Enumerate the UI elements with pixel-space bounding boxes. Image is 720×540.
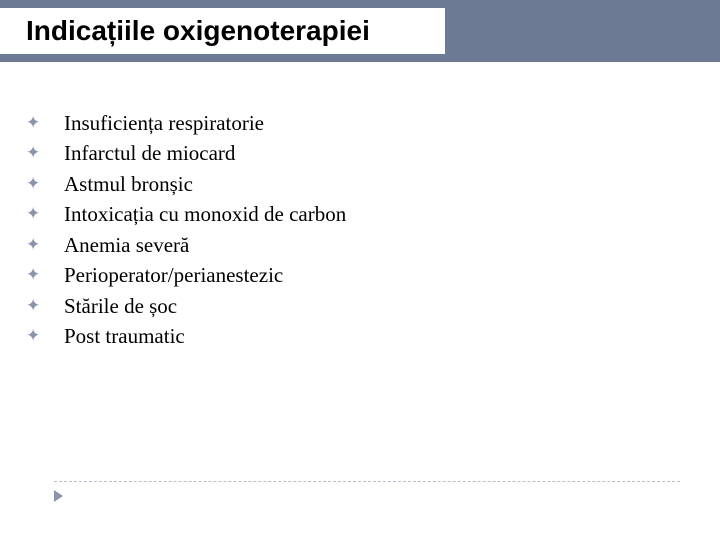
bullet-icon: ✦ [26,263,40,288]
list-item: ✦ Stările de șoc [26,291,720,321]
list-item: ✦ Anemia severă [26,230,720,260]
list-item-text: Infarctul de miocard [64,138,235,168]
list-item: ✦ Perioperator/perianestezic [26,260,720,290]
list-item-text: Astmul bronșic [64,169,193,199]
bullet-icon: ✦ [26,324,40,349]
list-item: ✦ Insuficiența respiratorie [26,108,720,138]
bullet-list: ✦ Insuficiența respiratorie ✦ Infarctul … [26,108,720,352]
list-item: ✦ Infarctul de miocard [26,138,720,168]
slide: Indicațiile oxigenoterapiei ✦ Insuficien… [0,0,720,540]
title-block: Indicațiile oxigenoterapiei [0,8,445,54]
list-item-text: Perioperator/perianestezic [64,260,283,290]
bullet-icon: ✦ [26,172,40,197]
slide-title: Indicațiile oxigenoterapiei [26,15,370,47]
list-item: ✦ Intoxicația cu monoxid de carbon [26,199,720,229]
bullet-icon: ✦ [26,111,40,136]
bullet-icon: ✦ [26,141,40,166]
list-item: ✦ Astmul bronșic [26,169,720,199]
list-item-text: Insuficiența respiratorie [64,108,264,138]
bullet-icon: ✦ [26,202,40,227]
bullet-icon: ✦ [26,294,40,319]
list-item-text: Post traumatic [64,321,185,351]
bullet-icon: ✦ [26,233,40,258]
list-item-text: Anemia severă [64,230,189,260]
slide-header: Indicațiile oxigenoterapiei [0,0,720,62]
footer-triangle-icon [54,490,63,502]
list-item-text: Stările de șoc [64,291,177,321]
footer-separator [54,481,680,482]
list-item-text: Intoxicația cu monoxid de carbon [64,199,346,229]
list-item: ✦ Post traumatic [26,321,720,351]
